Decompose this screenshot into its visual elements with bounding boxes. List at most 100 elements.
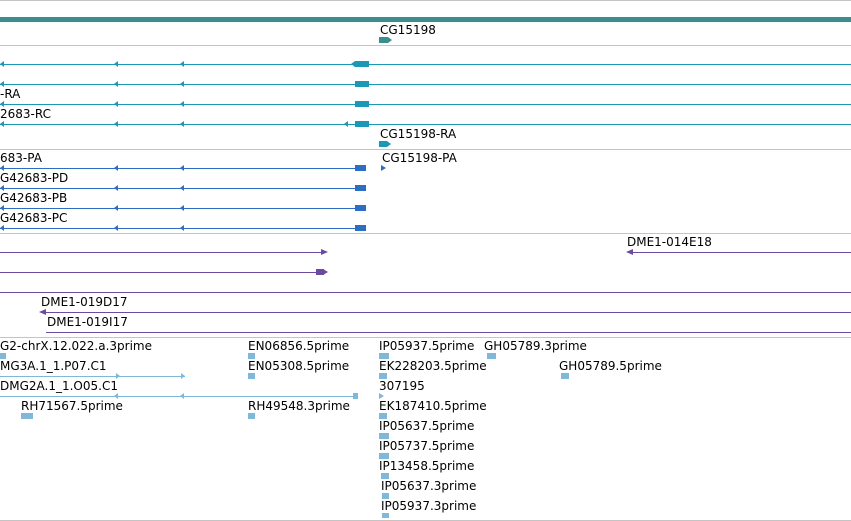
intron-arrow-icon <box>180 165 184 171</box>
clone-line[interactable] <box>0 252 322 253</box>
protein-label[interactable]: 683-PA <box>0 151 42 165</box>
transcript-label[interactable]: -RA <box>0 87 21 101</box>
clone-line[interactable] <box>46 332 851 333</box>
strand-arrow-icon <box>114 393 118 399</box>
strand-arrow-icon <box>39 309 46 315</box>
intron-arrow-icon <box>0 101 4 107</box>
transcript-label[interactable]: CG15198-RA <box>380 127 457 141</box>
track-divider <box>0 45 851 46</box>
intron-arrow-icon <box>180 81 184 87</box>
strand-arrow-icon <box>626 249 633 255</box>
strand-arrow-icon <box>379 393 384 399</box>
intron-arrow-icon <box>114 205 118 211</box>
est-label[interactable]: 307195 <box>379 379 425 393</box>
protein-label[interactable]: G42683-PD <box>0 171 69 185</box>
gene-feature[interactable] <box>379 37 388 43</box>
strand-arrow-icon <box>181 373 185 379</box>
est-label[interactable]: RH49548.3prime <box>248 399 350 413</box>
est-label[interactable]: MG3A.1_1.P07.C1 <box>0 359 107 373</box>
est-block[interactable] <box>561 373 569 379</box>
clone-label[interactable]: DME1-014E18 <box>627 235 712 249</box>
est-block[interactable] <box>487 353 496 359</box>
transcript-exon <box>355 61 369 67</box>
est-label[interactable]: IP05937.3prime <box>381 499 477 513</box>
est-block[interactable] <box>379 433 389 439</box>
est-label[interactable]: EN06856.5prime <box>248 339 350 353</box>
est-label[interactable]: IP05637.3prime <box>381 479 477 493</box>
intron-arrow-icon <box>0 81 4 87</box>
est-label[interactable]: EK228203.5prime <box>379 359 487 373</box>
clone-line[interactable] <box>0 272 320 273</box>
track-divider <box>0 0 851 1</box>
transcript-label[interactable]: 2683-RC <box>0 107 51 121</box>
est-block[interactable] <box>0 353 6 359</box>
est-block[interactable] <box>248 413 255 419</box>
clone-line[interactable] <box>0 292 851 293</box>
transcript-line[interactable] <box>0 64 851 65</box>
intron-arrow-icon <box>114 225 118 231</box>
est-block[interactable] <box>379 453 389 459</box>
intron-arrow-icon <box>180 225 184 231</box>
clone-line[interactable] <box>632 252 851 253</box>
protein-label[interactable]: CG15198-PA <box>382 151 457 165</box>
est-block[interactable] <box>382 513 389 518</box>
strand-arrow-icon <box>387 141 391 147</box>
cds-exon <box>355 225 366 231</box>
est-label[interactable]: RH71567.5prime <box>21 399 123 413</box>
est-label[interactable]: GH05789.3prime <box>484 339 587 353</box>
est-label[interactable]: EN05308.5prime <box>248 359 350 373</box>
transcript-exon[interactable] <box>379 141 387 147</box>
est-block[interactable] <box>379 353 389 359</box>
est-line[interactable] <box>0 376 185 377</box>
cds-exon <box>355 205 366 211</box>
est-block[interactable] <box>379 373 387 379</box>
est-block[interactable] <box>248 353 255 359</box>
track-divider <box>0 149 851 150</box>
est-block[interactable] <box>21 413 33 419</box>
clone-label[interactable]: DME1-019D17 <box>41 295 128 309</box>
est-label[interactable]: DMG2A.1_1.O05.C1 <box>0 379 118 393</box>
est-label[interactable]: IP05737.5prime <box>379 439 475 453</box>
est-label[interactable]: IP05937.5prime <box>379 339 475 353</box>
est-line[interactable] <box>0 396 358 397</box>
intron-arrow-icon <box>180 185 184 191</box>
intron-arrow-icon <box>180 101 184 107</box>
est-block[interactable] <box>379 413 387 419</box>
protein-label[interactable]: G42683-PC <box>0 211 68 225</box>
intron-arrow-icon <box>0 185 4 191</box>
est-label[interactable]: G2-chrX.12.022.a.3prime <box>0 339 152 353</box>
gene-label[interactable]: CG15198 <box>380 23 436 37</box>
intron-arrow-icon <box>180 121 184 127</box>
intron-arrow-icon <box>114 121 118 127</box>
intron-arrow-icon <box>114 81 118 87</box>
est-label[interactable]: GH05789.5prime <box>559 359 662 373</box>
est-label[interactable]: IP13458.5prime <box>379 459 475 473</box>
intron-arrow-icon <box>114 185 118 191</box>
est-label[interactable]: EK187410.5prime <box>379 399 487 413</box>
transcript-line[interactable] <box>0 124 851 125</box>
strand-arrow-icon <box>180 393 184 399</box>
est-label[interactable]: IP05637.5prime <box>379 419 475 433</box>
est-block <box>353 393 358 399</box>
intron-arrow-icon <box>180 61 184 67</box>
intron-arrow-icon <box>180 205 184 211</box>
strand-arrow-icon <box>323 269 328 275</box>
clone-line[interactable] <box>45 312 851 313</box>
intron-arrow-icon <box>0 61 4 67</box>
intron-arrow-icon <box>0 165 4 171</box>
intron-arrow-icon <box>351 61 355 67</box>
est-block[interactable] <box>248 373 255 379</box>
est-block[interactable] <box>382 493 389 499</box>
intron-arrow-icon <box>114 61 118 67</box>
protein-label[interactable]: G42683-PB <box>0 191 68 205</box>
strand-arrow-icon <box>116 373 120 379</box>
intron-arrow-icon <box>0 121 4 127</box>
clone-label[interactable]: DME1-019I17 <box>47 315 128 329</box>
est-block[interactable] <box>381 473 389 479</box>
transcript-line[interactable] <box>0 104 851 105</box>
cds-exon <box>355 185 366 191</box>
track-divider <box>0 337 851 338</box>
transcript-line[interactable] <box>0 84 851 85</box>
strand-arrow-icon <box>381 165 386 171</box>
